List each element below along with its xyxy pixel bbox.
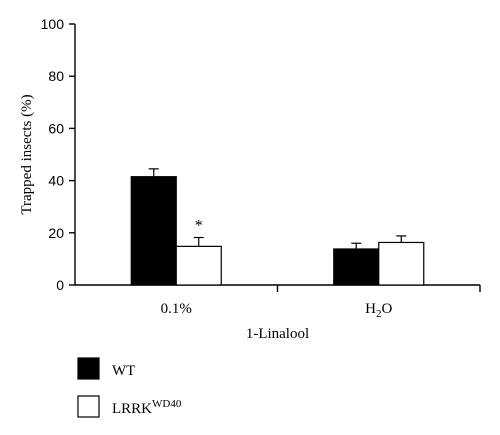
bar bbox=[130, 176, 177, 286]
y-tick-label: 100 bbox=[41, 16, 65, 32]
bar bbox=[175, 245, 222, 286]
y-tick-label: 0 bbox=[56, 277, 64, 293]
y-tick-label: 40 bbox=[48, 173, 64, 189]
bar bbox=[333, 248, 380, 286]
legend-swatch bbox=[77, 357, 100, 380]
x-axis-title: 1-Linalool bbox=[246, 326, 309, 342]
error-bars bbox=[148, 168, 407, 249]
annotations: * bbox=[195, 217, 203, 234]
bars bbox=[130, 176, 425, 286]
legend-swatch bbox=[77, 395, 100, 418]
y-tick-label: 80 bbox=[48, 68, 64, 84]
legend-label: WT bbox=[112, 363, 135, 379]
legend-label: LRRKWD40 bbox=[112, 398, 182, 417]
y-axis-title: Trapped insects (%) bbox=[19, 94, 35, 214]
significance-marker: * bbox=[195, 217, 203, 234]
x-tick-label: H2O bbox=[365, 301, 392, 320]
x-tick-label: 0.1% bbox=[161, 301, 192, 317]
y-tick-label: 20 bbox=[48, 225, 64, 241]
bar bbox=[378, 241, 425, 286]
y-tick-label: 60 bbox=[48, 120, 64, 136]
legend: WT LRRKWD40 bbox=[77, 357, 182, 418]
